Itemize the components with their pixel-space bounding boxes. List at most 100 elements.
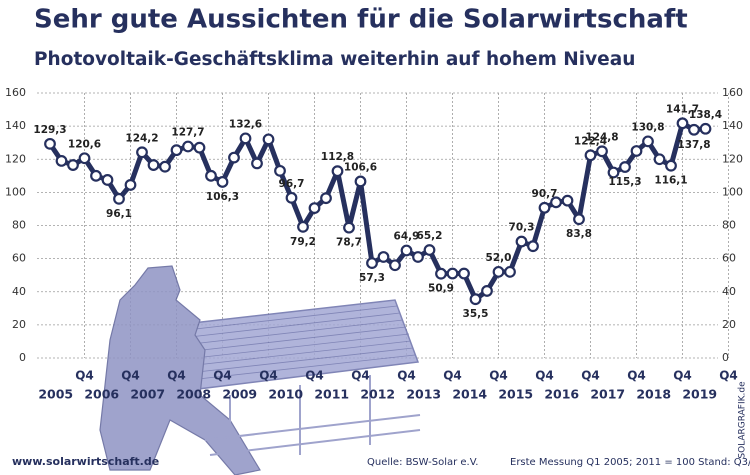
y-tick-label: 160 xyxy=(5,86,26,99)
quarter-label: Q4 xyxy=(535,369,554,383)
point xyxy=(239,132,252,145)
point xyxy=(458,267,470,280)
point xyxy=(400,244,413,257)
value-label: 96,1 xyxy=(106,208,132,220)
value-label: 120,6 xyxy=(68,138,101,150)
value-label: 137,8 xyxy=(677,139,710,151)
year-label: 2008 xyxy=(176,387,211,402)
year-label: 2012 xyxy=(360,387,395,402)
point xyxy=(642,135,654,148)
year-label: 2006 xyxy=(84,387,119,402)
year-label: 2017 xyxy=(590,387,625,402)
point xyxy=(182,140,194,153)
value-label: 132,6 xyxy=(229,118,262,130)
point xyxy=(170,144,183,157)
value-label: 70,3 xyxy=(509,222,535,234)
year-label: 2010 xyxy=(268,387,303,402)
point xyxy=(550,196,562,209)
illustration xyxy=(99,265,421,475)
value-label: 116,1 xyxy=(654,175,687,187)
point xyxy=(377,251,390,263)
year-label: 2009 xyxy=(222,387,257,402)
point xyxy=(412,251,424,263)
point xyxy=(228,151,240,164)
y2-tick-label: 80 xyxy=(722,219,736,232)
quarter-label: Q4 xyxy=(305,369,324,383)
point xyxy=(44,137,56,150)
value-label: 130,8 xyxy=(631,121,664,133)
quarter-label: Q4 xyxy=(213,369,232,383)
value-label: 138,4 xyxy=(689,109,722,121)
point xyxy=(423,244,436,256)
value-label: 79,2 xyxy=(290,236,316,248)
value-label: 52,0 xyxy=(486,252,512,264)
value-label: 50,9 xyxy=(428,283,454,295)
point xyxy=(136,146,148,159)
point xyxy=(262,133,275,146)
year-label: 2014 xyxy=(452,387,487,402)
value-label: 106,3 xyxy=(206,191,239,203)
value-label: 57,3 xyxy=(359,272,385,284)
y2-tick-label: 160 xyxy=(722,86,743,99)
point xyxy=(274,164,286,177)
value-label: 96,7 xyxy=(279,178,305,190)
quarter-label: Q4 xyxy=(75,369,94,383)
quarter-label: Q4 xyxy=(673,369,692,383)
point xyxy=(584,149,597,162)
quarter-label: Q4 xyxy=(259,369,278,383)
value-label: 90,7 xyxy=(532,188,558,200)
point xyxy=(561,194,574,207)
year-label: 2005 xyxy=(38,387,73,402)
y2-tick-label: 100 xyxy=(722,185,743,198)
point xyxy=(297,220,309,233)
quarter-label: Q4 xyxy=(351,369,370,383)
y2-tick-label: 120 xyxy=(722,152,743,165)
point xyxy=(481,285,493,297)
point xyxy=(90,169,102,182)
point xyxy=(435,267,447,280)
point xyxy=(55,155,68,167)
value-label: 115,3 xyxy=(608,176,641,188)
point xyxy=(101,174,114,186)
quarter-label: Q4 xyxy=(397,369,416,383)
y-tick-label: 60 xyxy=(12,252,26,265)
point xyxy=(699,122,712,135)
quarter-label: Q4 xyxy=(121,369,140,383)
y-tick-label: 140 xyxy=(5,119,26,132)
point xyxy=(366,257,378,269)
note: Erste Messung Q1 2005; 2011 = 100 Stand:… xyxy=(510,457,750,468)
point xyxy=(354,175,367,188)
point xyxy=(343,221,355,234)
value-label: 65,2 xyxy=(417,230,443,242)
point xyxy=(538,201,551,214)
point xyxy=(78,152,91,165)
value-label: 124,2 xyxy=(125,132,158,144)
value-label: 129,3 xyxy=(33,124,66,136)
y2-tick-label: 60 xyxy=(722,252,736,265)
year-label: 2011 xyxy=(314,387,349,402)
point xyxy=(113,192,125,205)
point xyxy=(193,141,206,154)
y2-tick-label: 0 xyxy=(722,351,729,364)
value-label: 124,8 xyxy=(585,131,618,143)
point xyxy=(251,157,263,170)
point xyxy=(676,117,689,130)
quarter-label: Q4 xyxy=(627,369,646,383)
quarter-label: Q4 xyxy=(489,369,508,383)
quarter-label: Q4 xyxy=(443,369,462,383)
source: Quelle: BSW-Solar e.V. xyxy=(367,457,478,468)
y-tick-label: 40 xyxy=(12,285,26,298)
point xyxy=(688,123,700,136)
point xyxy=(469,293,482,306)
point xyxy=(492,265,505,278)
point xyxy=(515,235,528,248)
value-label: 112,8 xyxy=(321,151,354,163)
point xyxy=(653,153,666,166)
value-label: 106,6 xyxy=(344,161,377,173)
year-label: 2018 xyxy=(636,387,671,402)
y2-tick-label: 20 xyxy=(722,318,736,331)
point xyxy=(205,169,217,182)
value-label: 78,7 xyxy=(336,237,362,249)
year-label: 2015 xyxy=(498,387,533,402)
